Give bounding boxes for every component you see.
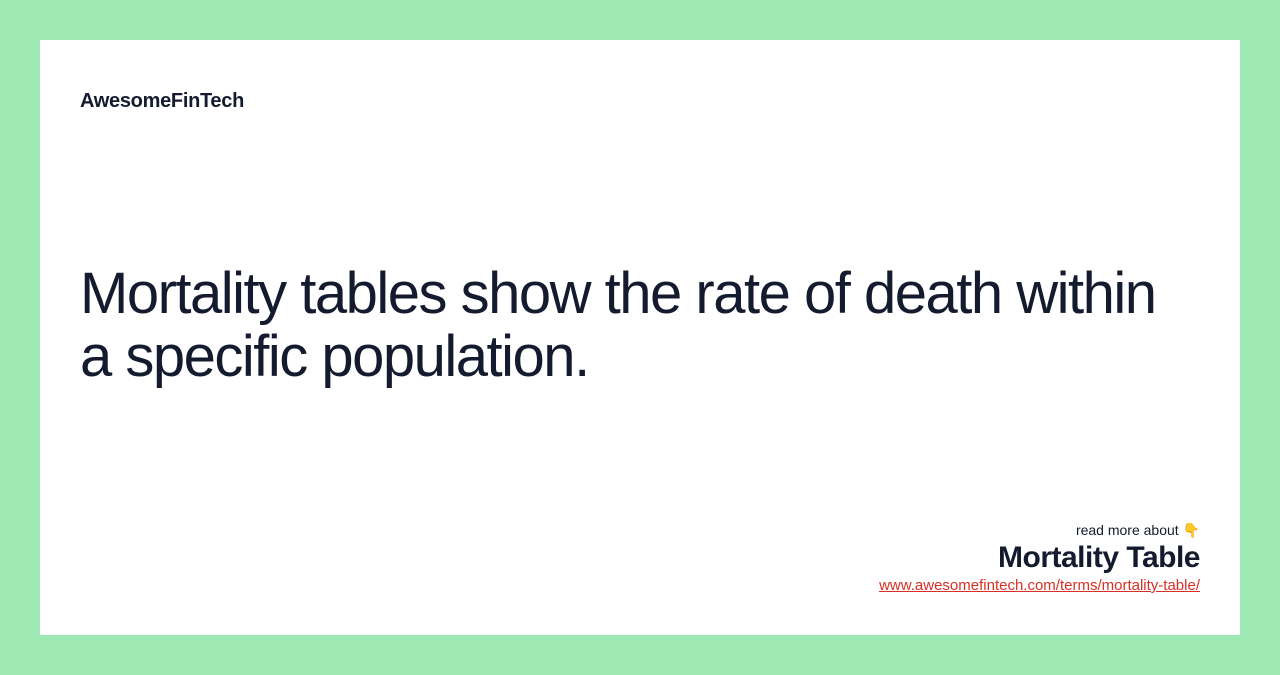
footer-block: read more about 👇 Mortality Table www.aw… — [879, 522, 1200, 595]
brand-logo: AwesomeFinTech — [80, 90, 1200, 113]
headline-text: Mortality tables show the rate of death … — [80, 263, 1200, 388]
read-more-label: read more about 👇 — [879, 522, 1200, 539]
term-title: Mortality Table — [879, 541, 1200, 575]
term-link[interactable]: www.awesomefintech.com/terms/mortality-t… — [879, 577, 1200, 594]
content-card: AwesomeFinTech Mortality tables show the… — [40, 40, 1240, 635]
